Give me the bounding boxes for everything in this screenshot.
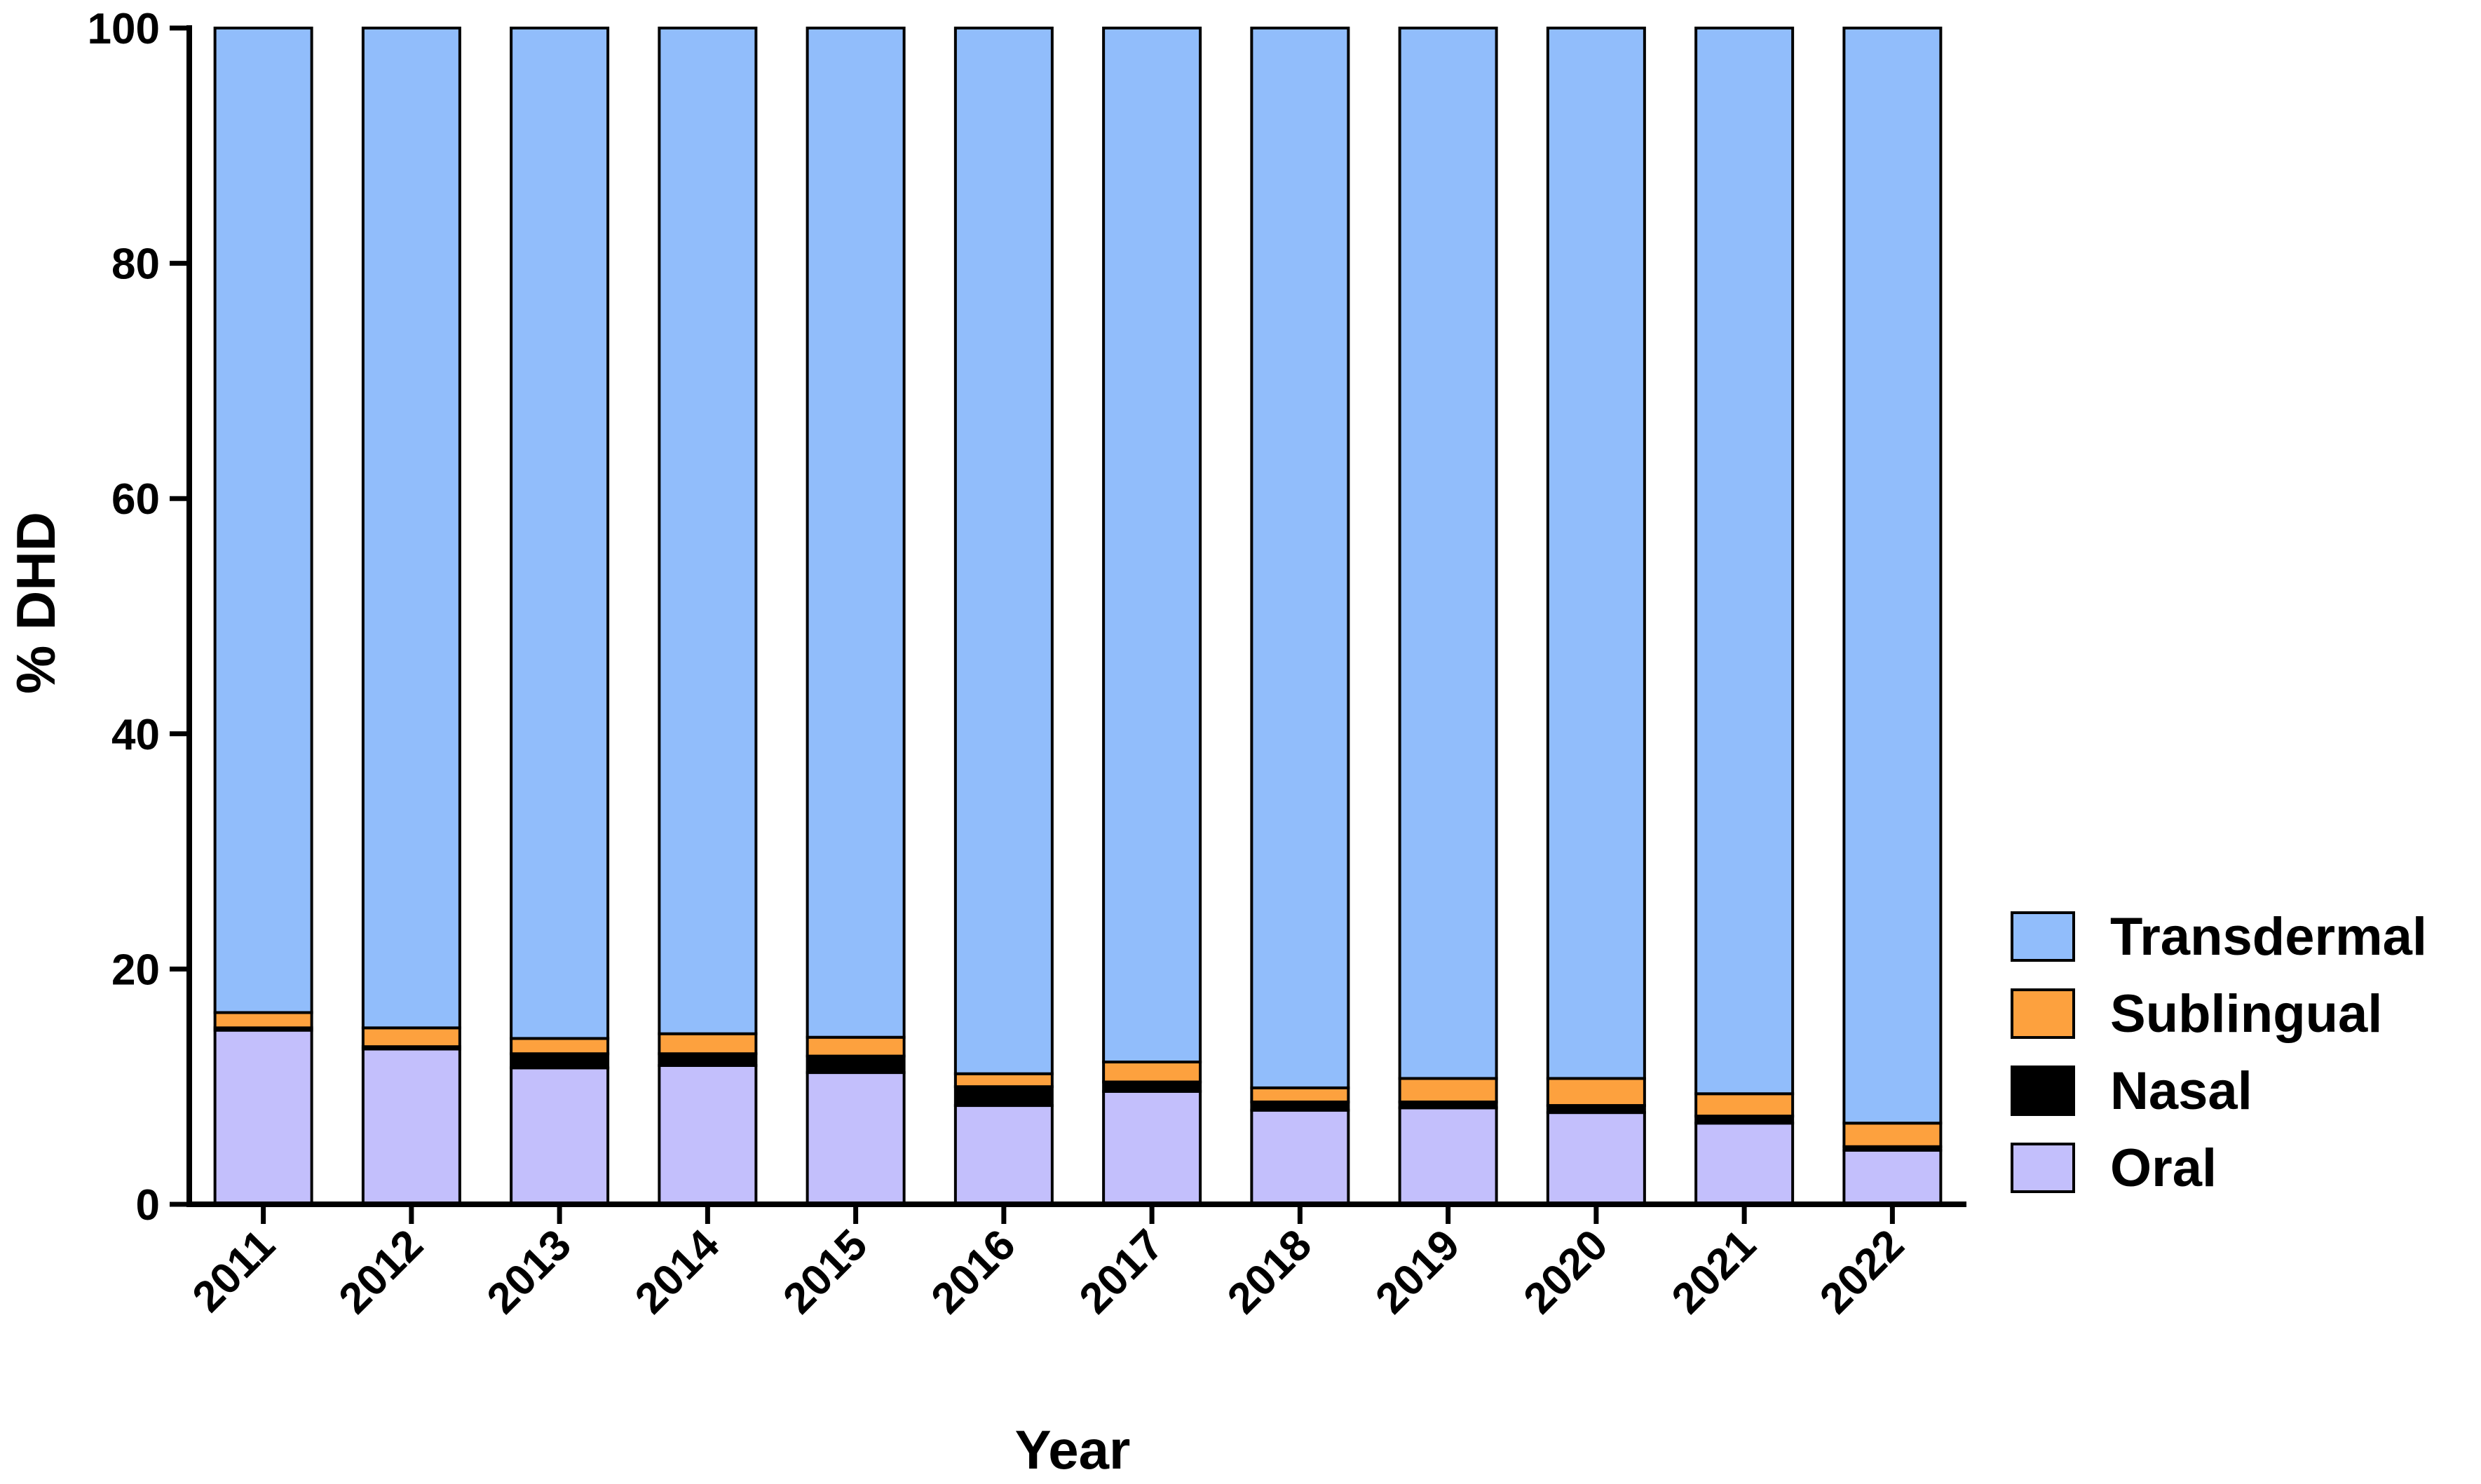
bar-segment-transdermal-2011: [213, 27, 313, 1014]
x-tick-label-2012: 2012: [329, 1220, 432, 1323]
x-tick-label-2013: 2013: [478, 1220, 580, 1323]
bar-segment-transdermal-2013: [510, 27, 610, 1040]
bar-segment-sublingual-2016: [953, 1072, 1054, 1089]
bar-segment-sublingual-2015: [806, 1035, 906, 1058]
legend-label-oral: Oral: [2110, 1138, 2217, 1198]
y-tick-label-80: 80: [111, 240, 160, 289]
bar-segment-oral-2018: [1250, 1108, 1350, 1206]
bar-segment-oral-2020: [1546, 1111, 1646, 1206]
y-tick-label-0: 0: [136, 1181, 160, 1230]
bar-segment-sublingual-2013: [510, 1037, 610, 1056]
legend-swatch-transdermal: [2011, 911, 2075, 962]
bar-segment-nasal-2015: [806, 1054, 906, 1075]
bar-segment-sublingual-2012: [361, 1026, 461, 1049]
bar-segment-transdermal-2012: [361, 27, 461, 1030]
bar-segment-transdermal-2021: [1694, 27, 1795, 1096]
bar-segment-sublingual-2011: [213, 1011, 313, 1030]
bar-segment-sublingual-2019: [1398, 1077, 1498, 1104]
bar-segment-oral-2019: [1398, 1106, 1498, 1206]
bar-segment-nasal-2017: [1102, 1080, 1202, 1093]
bar-segment-transdermal-2019: [1398, 27, 1498, 1080]
bar-segment-oral-2013: [510, 1066, 610, 1206]
bar-segment-sublingual-2018: [1250, 1086, 1350, 1104]
bar-segment-oral-2022: [1842, 1148, 1943, 1206]
legend: Transdermal Sublingual Nasal Oral: [2011, 907, 2427, 1198]
legend-swatch-sublingual: [2011, 988, 2075, 1039]
x-tick-label-2022: 2022: [1811, 1220, 1913, 1323]
x-axis-title: Year: [1015, 1419, 1131, 1480]
y-axis-title: % DHD: [5, 512, 67, 694]
bar-segment-nasal-2016: [953, 1085, 1054, 1108]
bars-group: [213, 27, 1943, 1206]
x-tick-label-2015: 2015: [774, 1220, 876, 1323]
legend-label-transdermal: Transdermal: [2110, 907, 2427, 967]
bar-segment-nasal-2013: [510, 1052, 610, 1070]
legend-swatch-oral: [2011, 1143, 2075, 1193]
x-tick-label-2020: 2020: [1514, 1220, 1617, 1323]
bar-segment-transdermal-2016: [953, 27, 1054, 1075]
bar-segment-sublingual-2022: [1842, 1122, 1943, 1148]
x-tick-label-2017: 2017: [1070, 1220, 1173, 1323]
bar-segment-transdermal-2018: [1250, 27, 1350, 1089]
bar-segment-transdermal-2020: [1546, 27, 1646, 1080]
bar-segment-transdermal-2017: [1102, 27, 1202, 1063]
bar-segment-oral-2011: [213, 1028, 313, 1206]
x-tick-label-2021: 2021: [1663, 1220, 1765, 1323]
bar-segment-transdermal-2015: [806, 27, 906, 1039]
bar-segment-oral-2015: [806, 1071, 906, 1206]
bar-segment-transdermal-2014: [658, 27, 758, 1035]
y-tick-label-20: 20: [111, 946, 160, 994]
bar-segment-oral-2016: [953, 1104, 1054, 1206]
x-tick-label-2016: 2016: [922, 1220, 1024, 1323]
x-tick-label-2011: 2011: [184, 1220, 285, 1321]
legend-label-sublingual: Sublingual: [2110, 984, 2382, 1044]
y-tick-label-40: 40: [111, 711, 160, 759]
bar-segment-oral-2012: [361, 1047, 461, 1206]
bar-segment-nasal-2014: [658, 1052, 758, 1067]
bar-segment-oral-2021: [1694, 1122, 1795, 1206]
y-tick-label-60: 60: [111, 475, 160, 524]
bar-segment-sublingual-2014: [658, 1032, 758, 1056]
x-tick-label-2018: 2018: [1218, 1220, 1321, 1323]
bar-segment-sublingual-2017: [1102, 1060, 1202, 1084]
bar-segment-transdermal-2022: [1842, 27, 1943, 1125]
bar-segment-sublingual-2020: [1546, 1077, 1646, 1108]
x-tick-label-2014: 2014: [626, 1220, 729, 1323]
y-tick-label-100: 100: [88, 5, 160, 53]
bar-segment-sublingual-2021: [1694, 1092, 1795, 1118]
x-tick-label-2019: 2019: [1366, 1220, 1469, 1323]
legend-label-nasal: Nasal: [2110, 1061, 2252, 1121]
bar-segment-oral-2014: [658, 1063, 758, 1206]
bar-segment-oral-2017: [1102, 1089, 1202, 1206]
legend-swatch-nasal: [2011, 1066, 2075, 1116]
